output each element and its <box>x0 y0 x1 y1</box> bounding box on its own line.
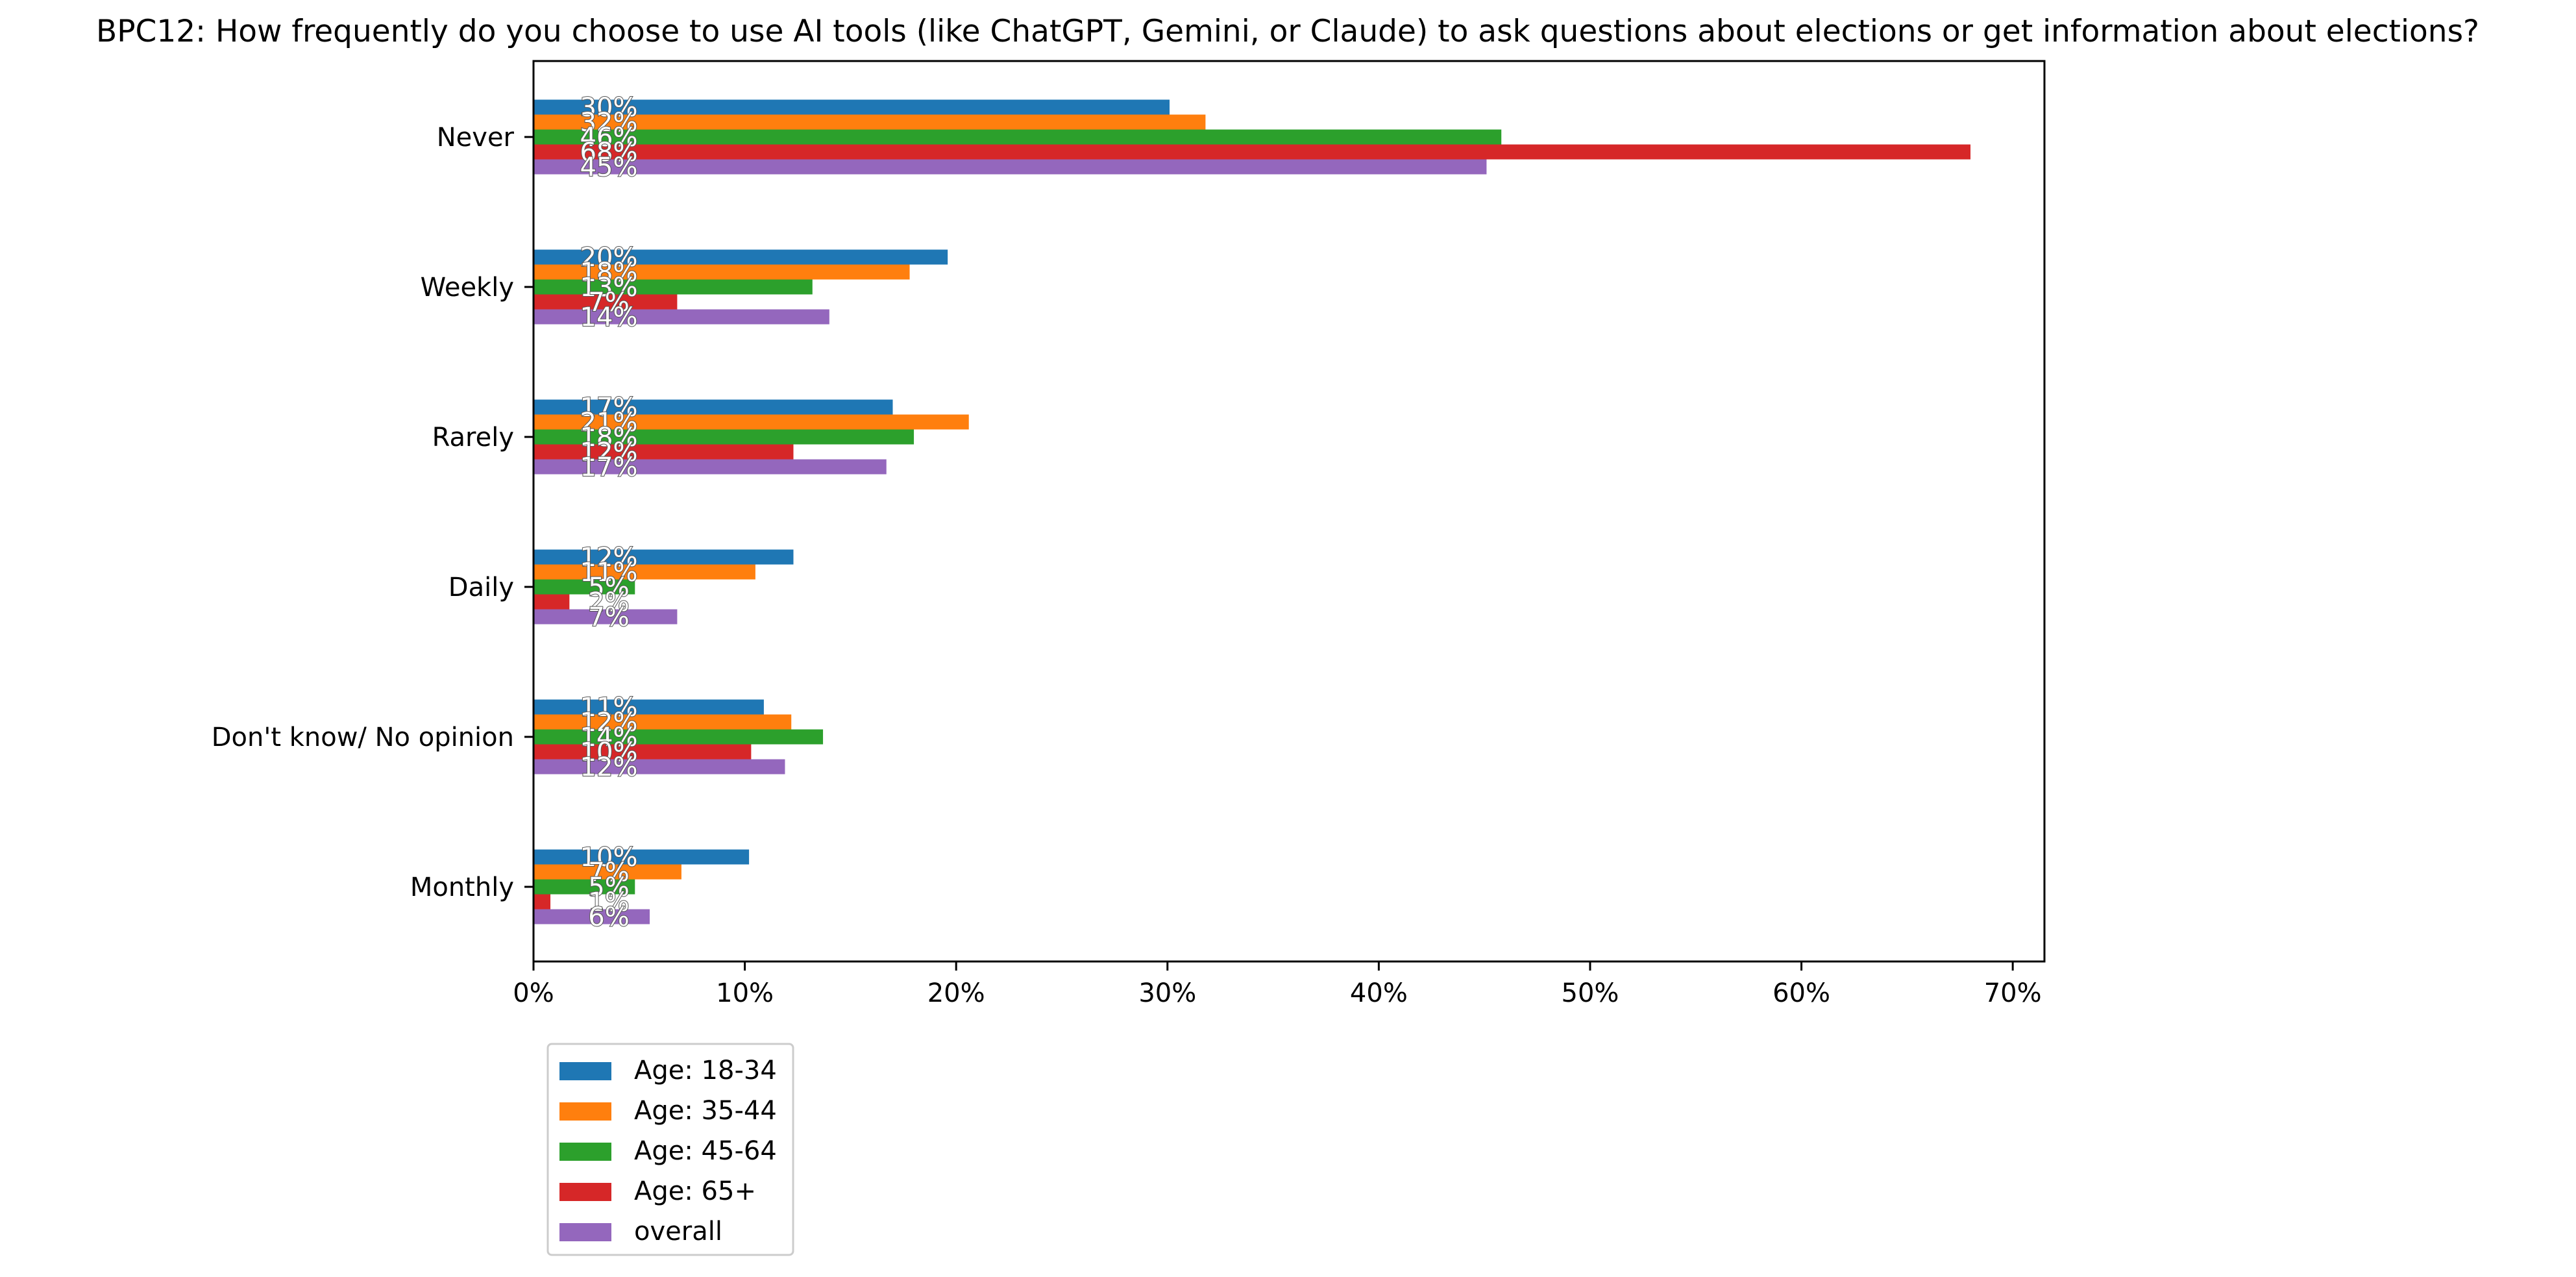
bar <box>534 264 910 280</box>
bar-data-label: 46% <box>580 123 638 153</box>
bar-data-label: 5% <box>588 573 629 602</box>
bar-data-label: 10% <box>580 843 638 873</box>
bar <box>534 144 1971 160</box>
x-tick-label: 30% <box>1138 978 1196 1008</box>
chart-title: BPC12: How frequently do you choose to u… <box>96 14 2479 49</box>
y-tick-label: Never <box>437 123 515 153</box>
bar-data-label: 10% <box>580 738 638 767</box>
bar <box>534 129 1502 145</box>
bar <box>534 414 969 430</box>
bar-data-label: 68% <box>580 138 638 167</box>
bar-data-label: 17% <box>580 453 638 482</box>
bar <box>534 759 785 775</box>
bar <box>534 249 948 265</box>
x-tick-label: 50% <box>1562 978 1619 1008</box>
x-tick-label: 60% <box>1773 978 1830 1008</box>
bar <box>534 114 1206 130</box>
legend-swatch <box>559 1183 611 1201</box>
x-axis: 0% 10% 20% 30% 40% 50% 60% 70% <box>513 961 2042 1008</box>
x-tick-label: 40% <box>1350 978 1408 1008</box>
legend-entry-label: overall <box>634 1217 722 1246</box>
x-tick-label: 20% <box>927 978 985 1008</box>
bar <box>534 579 635 595</box>
bar-data-label: 18% <box>580 423 638 453</box>
bar <box>534 849 750 865</box>
bar <box>534 729 824 745</box>
bar <box>534 444 794 460</box>
bar-data-label: 14% <box>580 723 638 752</box>
y-tick-label: Monthly <box>410 873 514 902</box>
bar-data-label: 12% <box>580 708 638 738</box>
legend-entry-label: Age: 45-64 <box>634 1136 777 1166</box>
bar <box>534 429 914 445</box>
bar-data-label: 7% <box>588 602 629 632</box>
bar-data-label: 30% <box>580 93 638 123</box>
bar <box>534 99 1170 115</box>
bar <box>534 714 792 730</box>
legend-swatch <box>559 1143 611 1161</box>
legend-swatch <box>559 1062 611 1080</box>
bar <box>534 279 813 295</box>
y-tick-label: Don't know/ No opinion <box>212 723 514 752</box>
bar-data-label: 1% <box>588 887 629 917</box>
bar-data-label: 20% <box>580 243 638 273</box>
legend-entry-label: Age: 35-44 <box>634 1096 777 1126</box>
legend-swatch <box>559 1102 611 1121</box>
bar-data-label: 5% <box>588 873 629 902</box>
bar-data-label: 18% <box>580 258 638 288</box>
bar-data-label: 7% <box>588 858 629 887</box>
bar-data-label: 14% <box>580 303 638 332</box>
bar <box>534 564 755 580</box>
bar <box>534 309 829 325</box>
y-tick-label: Daily <box>448 573 514 602</box>
bar <box>534 699 764 715</box>
bar <box>534 744 752 760</box>
legend-frame <box>546 1043 794 1256</box>
x-tick-label: 0% <box>513 978 554 1008</box>
bar <box>534 159 1487 175</box>
bar <box>534 294 678 310</box>
bar <box>534 894 551 910</box>
y-tick-label: Weekly <box>421 273 514 303</box>
y-axis: Never Weekly Rarely Daily Don't know/ No opi… <box>212 123 534 902</box>
bar-data-label: 13% <box>580 273 638 303</box>
bar-data-label: 2% <box>588 588 629 617</box>
bar <box>534 609 678 625</box>
legend: Age: 18-34 Age: 35-44 Age: 45-64 Age: 65+ ov… <box>546 1043 794 1256</box>
legend-swatch <box>559 1223 611 1241</box>
legend-entry-label: Age: 65+ <box>634 1176 756 1206</box>
bar-data-label: 17% <box>580 393 638 423</box>
bar-data-label: 12% <box>580 543 638 573</box>
bar-data-label: 45% <box>580 153 638 182</box>
bar-data-label: 11% <box>580 558 638 588</box>
bar <box>534 879 635 895</box>
bar-data-label: 6% <box>588 902 629 932</box>
bar <box>534 459 887 475</box>
bar-data-label: 21% <box>580 408 638 438</box>
bars-layer <box>534 99 1971 924</box>
bar <box>534 549 794 565</box>
x-tick-label: 10% <box>716 978 774 1008</box>
bar-data-label: 12% <box>580 752 638 782</box>
bar <box>534 909 650 924</box>
bar-labels-layer: 30%32%46%68%45%20%18%13%7%14%17%21%18%12… <box>580 92 639 933</box>
bar-data-label: 32% <box>580 108 638 138</box>
y-tick-label: Rarely <box>432 423 514 453</box>
plot-frame <box>532 60 2046 963</box>
legend-entry-label: Age: 18-34 <box>634 1056 777 1085</box>
x-tick-label: 70% <box>1984 978 2042 1008</box>
bar <box>534 399 893 415</box>
bar-data-label: 11% <box>580 693 638 723</box>
bar-data-label: 12% <box>580 438 638 467</box>
bar-data-label: 7% <box>588 288 629 317</box>
bar <box>534 594 570 610</box>
bar <box>534 864 681 880</box>
